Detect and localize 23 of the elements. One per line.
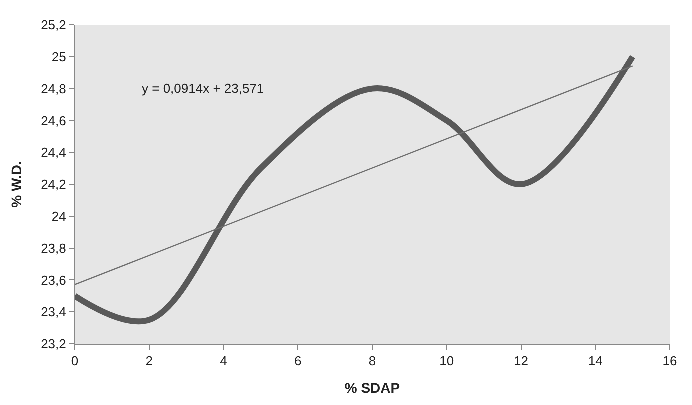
y-tick-label: 23,4 <box>41 304 66 320</box>
annotation: y = 0,0914x + 23,571 <box>142 81 264 96</box>
x-tick-label: 6 <box>294 354 302 369</box>
x-tick-label: 16 <box>662 354 678 369</box>
y-tick-label: 24,2 <box>41 177 66 192</box>
y-tick-label: 24 <box>52 208 66 224</box>
y-axis-title: % W.D. <box>8 161 25 208</box>
y-tick-label: 23,6 <box>41 272 66 288</box>
y-tick-label: 25 <box>52 49 66 64</box>
y-tick-label: 24,8 <box>41 81 66 96</box>
x-tick-label: 12 <box>514 354 528 369</box>
x-tick-label: 10 <box>440 354 454 369</box>
x-tick-label: 0 <box>71 354 79 369</box>
x-axis-title: % SDAP <box>344 380 400 396</box>
x-tick-label: 2 <box>146 354 153 369</box>
x-tick-label: 14 <box>588 354 603 369</box>
y-tick-label: 25,2 <box>41 18 66 33</box>
y-tick-label: 24,6 <box>41 113 66 128</box>
x-tick-label: 4 <box>220 354 228 369</box>
y-tick-label: 23,8 <box>41 240 66 256</box>
y-tick-label: 24,4 <box>41 145 66 160</box>
y-tick-label: 23,2 <box>41 336 66 352</box>
x-tick-label: 8 <box>368 354 376 369</box>
